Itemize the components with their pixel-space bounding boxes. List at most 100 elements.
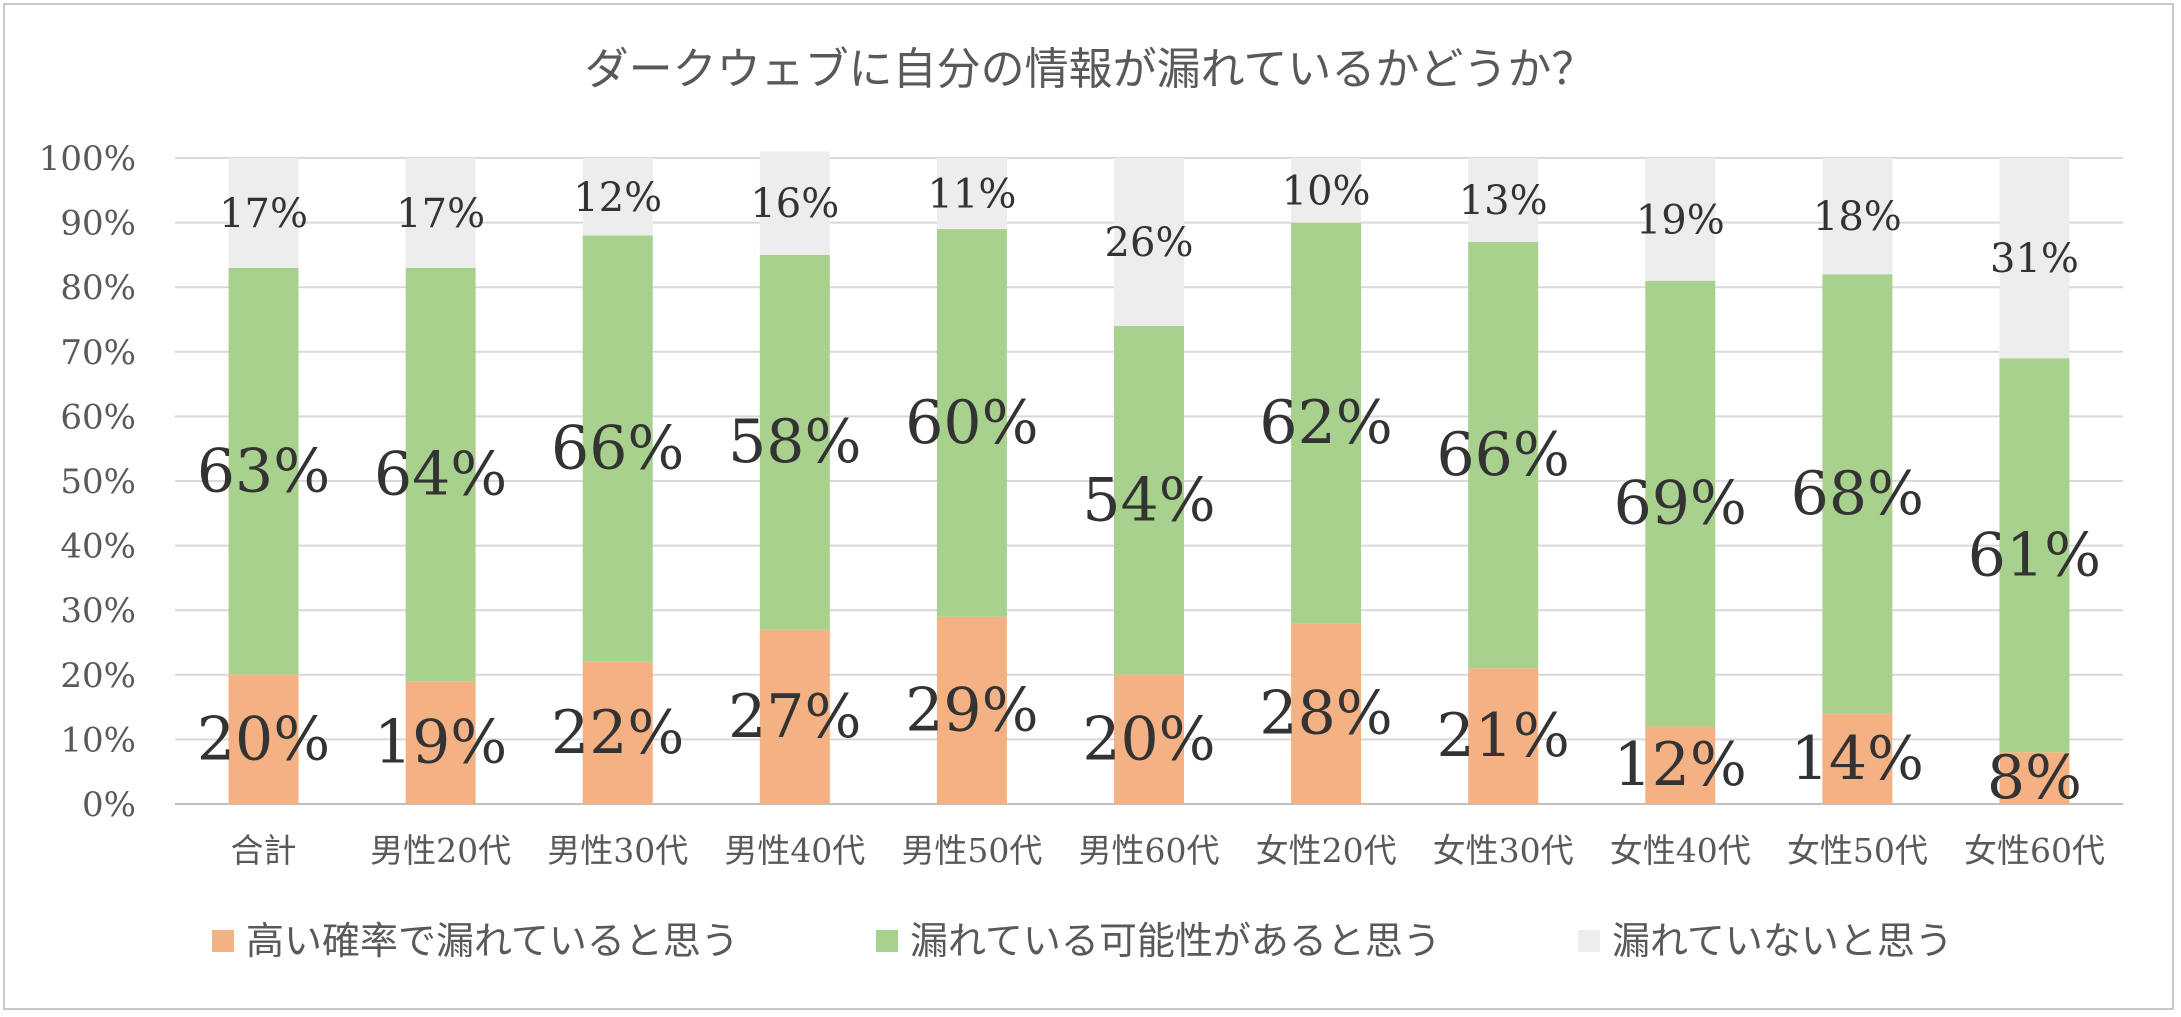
data-label: 28% (1259, 679, 1392, 749)
data-label: 68% (1791, 459, 1924, 529)
x-tick-label: 女性50代 (1787, 831, 1928, 870)
data-label: 20% (197, 704, 330, 774)
data-label: 11% (927, 172, 1016, 218)
data-labels: 20% 63% 17% 19% 64% 17% 22% 66% 12% 27% 58% 16% 29% 6… (197, 168, 2101, 813)
bar-segment (759, 151, 830, 255)
bar-segment (1645, 158, 1716, 281)
y-tick-label: 70% (60, 333, 136, 373)
data-label: 63% (197, 436, 330, 506)
data-label: 10% (1282, 168, 1371, 214)
bar-segment (1468, 668, 1539, 804)
data-label: 54% (1082, 465, 1215, 535)
bar-segment (1822, 158, 1893, 275)
data-label: 58% (728, 407, 861, 477)
y-tick-label: 80% (60, 268, 136, 308)
chart-title: ダークウェブに自分の情報が漏れているかどうか？ (585, 44, 1596, 95)
bar-segment (1999, 752, 2070, 804)
bar-segment (228, 674, 299, 804)
bar-segment (936, 158, 1007, 230)
data-label: 60% (905, 388, 1038, 458)
data-label: 19% (374, 708, 507, 778)
bar-segment (1645, 280, 1716, 727)
data-label: 21% (1437, 701, 1570, 771)
bar-segment (759, 629, 830, 804)
data-label: 66% (1437, 420, 1570, 490)
data-label: 22% (551, 698, 684, 768)
legend-entry: 漏れている可能性があると思う (910, 919, 1441, 963)
legend-entry: 高い確率で漏れていると思う (246, 919, 739, 963)
bar-segment (759, 254, 830, 630)
legend: 高い確率で漏れていると思う 漏れている可能性があると思う 漏れていないと思う (212, 919, 1953, 963)
x-tick-label: 女性60代 (1964, 831, 2105, 870)
bar-segment (228, 158, 299, 268)
bar-segment (1822, 274, 1893, 714)
x-axis: 合計 男性20代 男性30代 男性40代 男性50代 男性60代 女性20代 女性30代 女性4… (231, 831, 2105, 870)
data-label: 17% (396, 191, 485, 237)
data-label: 61% (1968, 520, 2101, 590)
bar-segment (1468, 158, 1539, 242)
y-tick-label: 50% (60, 462, 136, 502)
data-label: 18% (1813, 194, 1902, 240)
y-tick-label: 10% (60, 720, 136, 760)
bar-segment (1114, 325, 1184, 675)
data-label: 66% (551, 414, 684, 484)
y-tick-label: 40% (60, 527, 136, 567)
data-label: 29% (905, 675, 1038, 745)
data-label: 31% (1990, 236, 2079, 282)
y-tick-label: 30% (60, 591, 136, 631)
bar-segment (582, 158, 653, 236)
data-label: 19% (1636, 197, 1725, 243)
bar-segment (582, 235, 653, 662)
bar-segment (936, 616, 1007, 804)
bar-segment (1822, 713, 1893, 804)
x-tick-label: 女性40代 (1610, 831, 1751, 870)
bar-segment (1999, 158, 2070, 359)
data-label: 17% (219, 191, 308, 237)
bar-segment (1291, 623, 1362, 804)
bar-segment (405, 158, 476, 268)
data-label: 69% (1614, 469, 1747, 539)
y-tick-label: 20% (60, 656, 136, 696)
x-tick-label: 男性40代 (724, 831, 865, 870)
y-tick-label: 60% (60, 397, 136, 437)
data-label: 16% (750, 181, 839, 227)
bars (228, 151, 2070, 804)
x-tick-label: 男性20代 (370, 831, 511, 870)
data-label: 12% (573, 175, 662, 221)
chart-frame (3, 3, 2174, 1010)
data-label: 13% (1459, 178, 1548, 224)
bar-segment (405, 681, 476, 804)
bar-segment (582, 661, 653, 804)
y-tick-label: 90% (60, 204, 136, 244)
legend-entry: 漏れていないと思う (1612, 919, 1953, 963)
bar-segment (1114, 674, 1184, 804)
legend-swatch (876, 930, 898, 952)
legend-swatch (212, 930, 234, 952)
y-axis: 0% 10% 20% 30% 40% 50% 60% 70% 80% 90% 100% (39, 139, 136, 825)
x-tick-label: 合計 (231, 831, 297, 870)
bar-segment (1468, 241, 1539, 669)
legend-swatch (1578, 930, 1600, 952)
x-tick-label: 男性50代 (901, 831, 1042, 870)
data-label: 62% (1259, 388, 1392, 458)
x-tick-label: 男性30代 (547, 831, 688, 870)
bar-segment (405, 267, 476, 682)
x-tick-label: 女性30代 (1433, 831, 1574, 870)
bar-segment (1645, 726, 1716, 804)
data-label: 12% (1614, 730, 1747, 800)
bar-segment (1291, 158, 1362, 223)
bar-segment (1999, 358, 2070, 753)
bar-segment (1291, 222, 1362, 624)
data-label: 64% (374, 440, 507, 510)
data-label: 14% (1791, 724, 1924, 794)
y-tick-label: 100% (39, 139, 136, 179)
y-tick-label: 0% (82, 785, 136, 825)
data-label: 27% (728, 682, 861, 752)
data-label: 8% (1987, 743, 2082, 813)
x-tick-label: 男性60代 (1079, 831, 1220, 870)
data-label: 26% (1105, 220, 1194, 266)
data-label: 20% (1082, 704, 1215, 774)
bar-segment (1114, 158, 1184, 326)
bar-segment (936, 229, 1007, 617)
